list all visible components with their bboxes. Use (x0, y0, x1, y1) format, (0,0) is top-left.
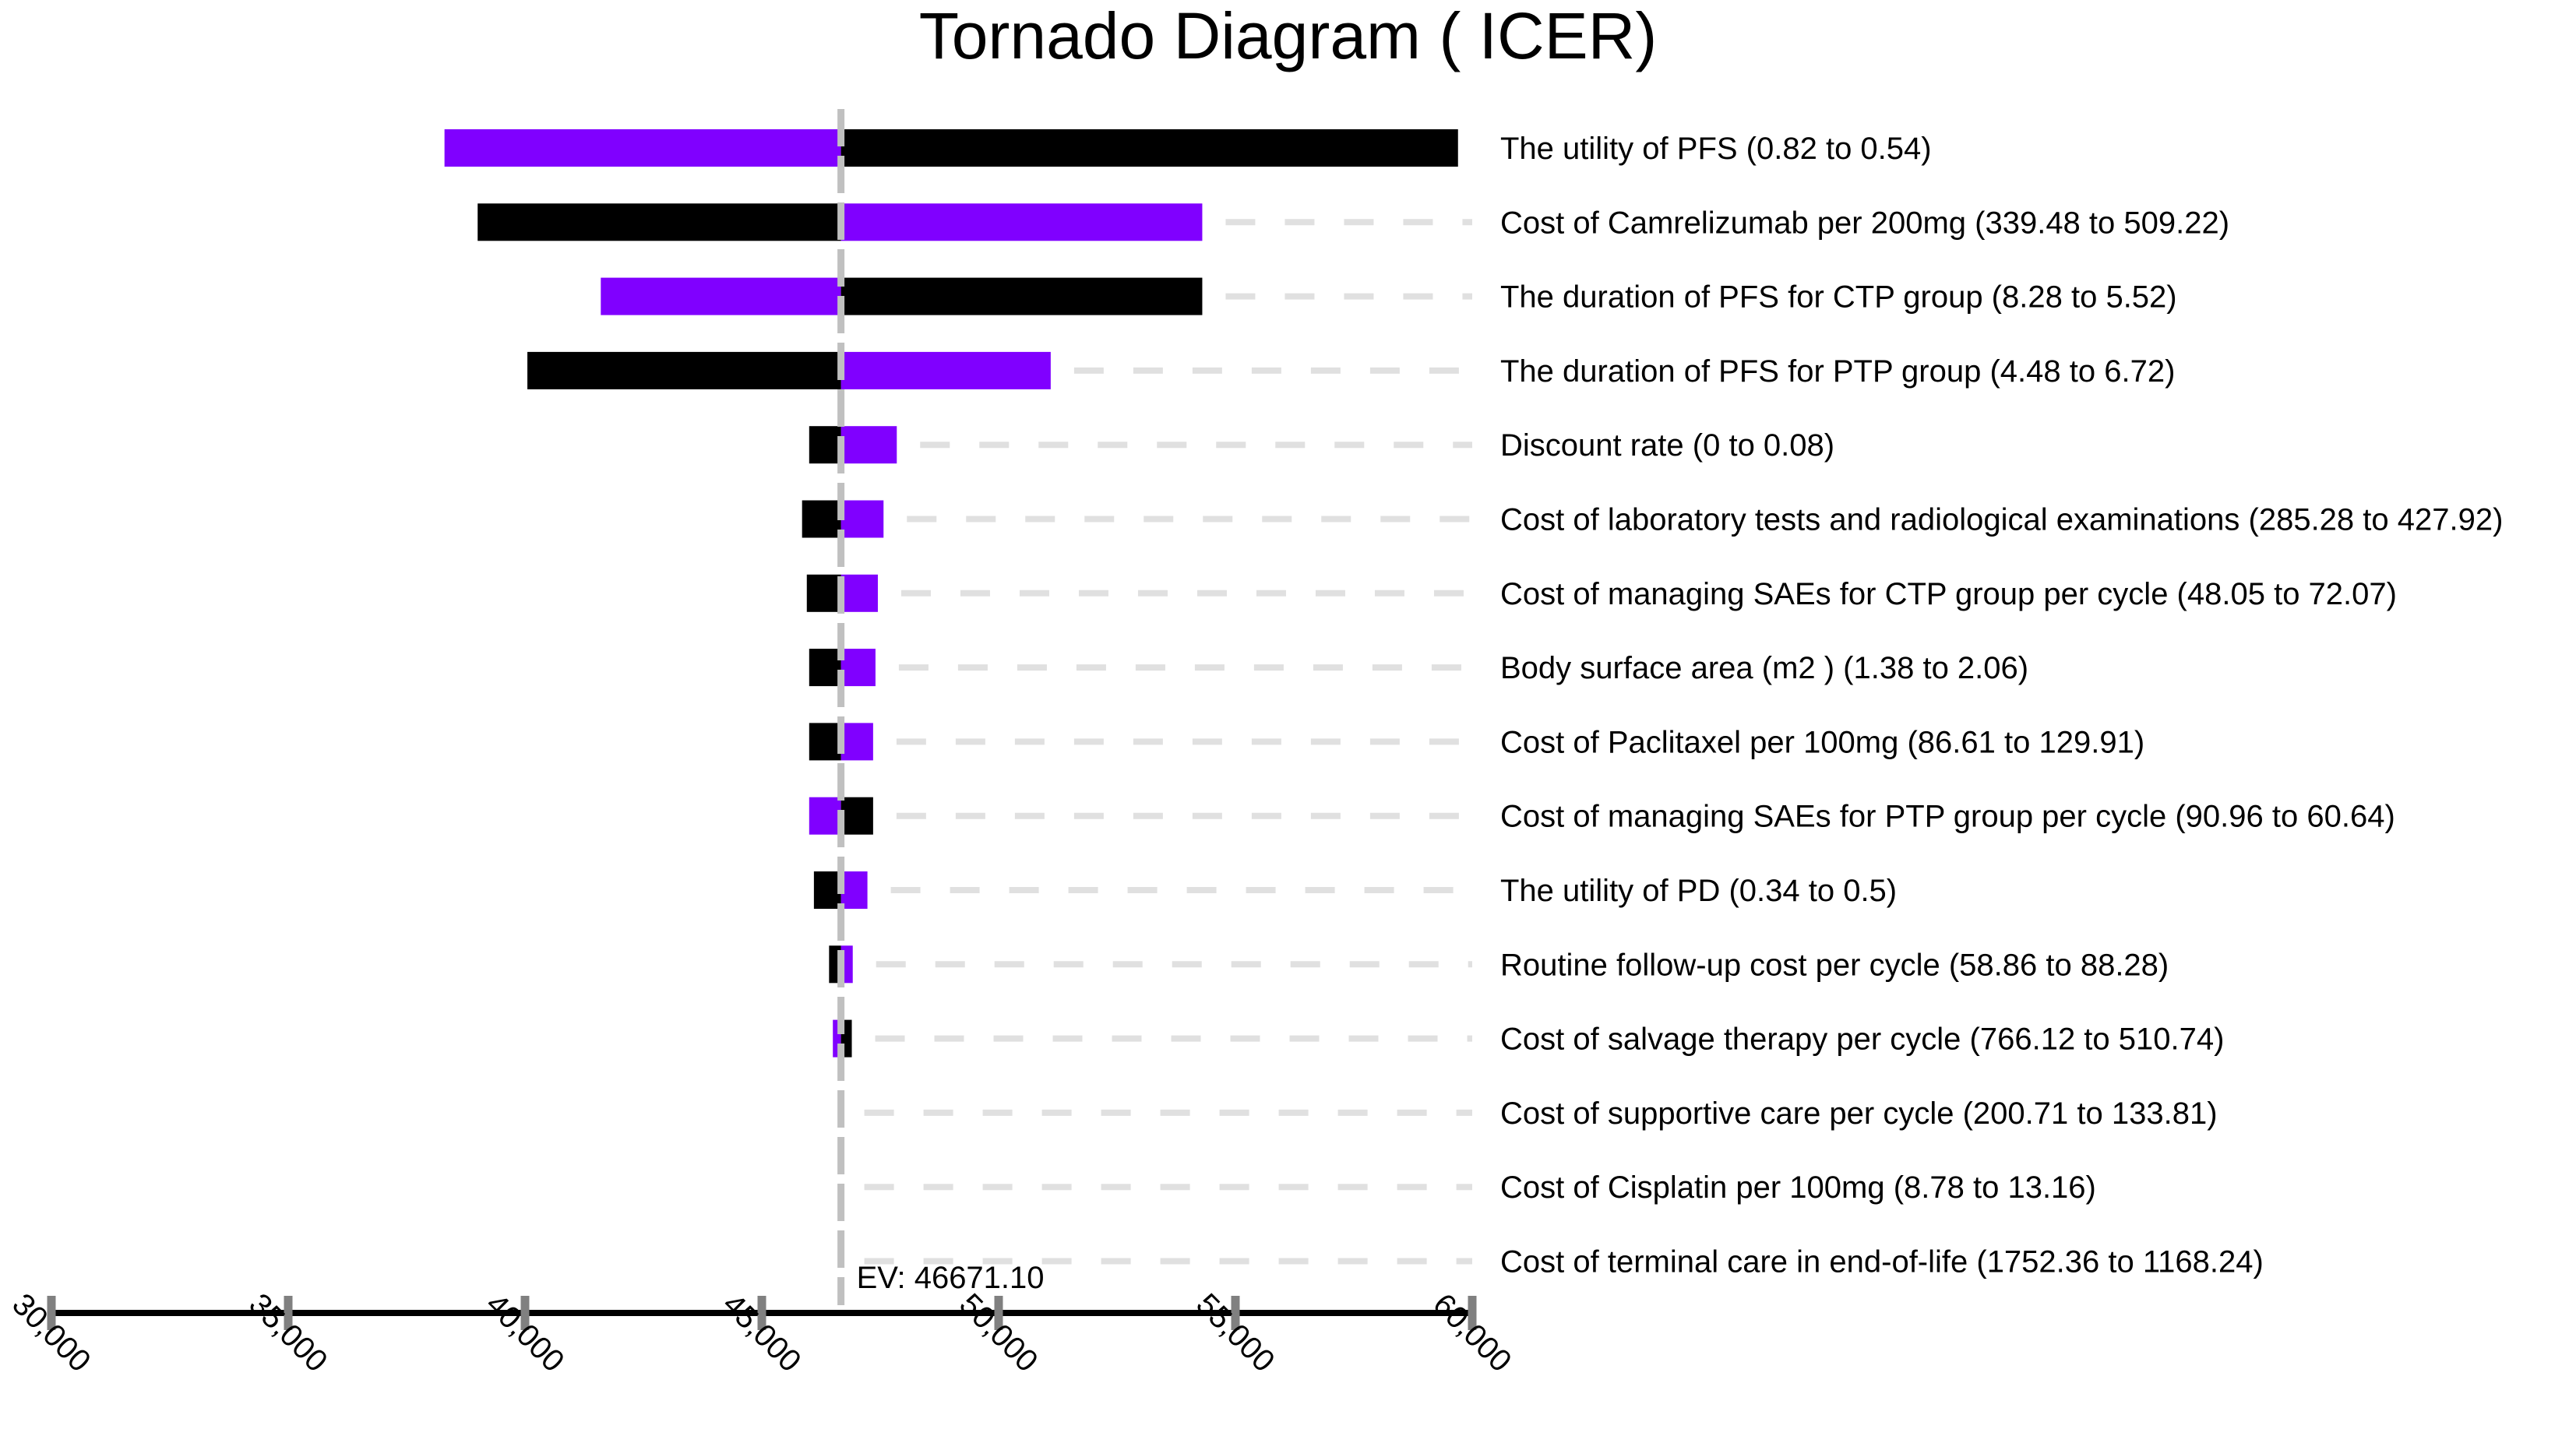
chart-title: Tornado Diagram ( ICER) (918, 0, 1658, 72)
row-label: Cost of managing SAEs for CTP group per … (1500, 577, 2397, 611)
bar-high-input (840, 797, 873, 835)
bar-high-input (809, 426, 841, 464)
row-label: Routine follow-up cost per cycle (58.86 … (1500, 948, 2169, 982)
row-label: Cost of Camrelizumab per 200mg (339.48 t… (1500, 206, 2229, 240)
row-label: Cost of salvage therapy per cycle (766.1… (1500, 1022, 2224, 1057)
bar-low-input (840, 500, 884, 538)
row-label: Cost of laboratory tests and radiologica… (1500, 503, 2503, 537)
bar-low-input (840, 574, 878, 612)
row-label: Cost of Paclitaxel per 100mg (86.61 to 1… (1500, 725, 2144, 759)
row-label: The utility of PFS (0.82 to 0.54) (1500, 132, 1932, 166)
row-label: The duration of PFS for PTP group (4.48 … (1500, 354, 2175, 389)
row-label: Cost of supportive care per cycle (200.7… (1500, 1096, 2218, 1131)
row-label: Cost of terminal care in end-of-life (17… (1500, 1245, 2264, 1279)
bar-low-input (833, 1019, 841, 1058)
bar-high-input (840, 277, 1203, 315)
row-label: Body surface area (m2 ) (1.38 to 2.06) (1500, 651, 2028, 685)
bar-low-input (840, 723, 873, 761)
bar-low-input (601, 277, 841, 315)
ev-label: EV: 46671.10 (857, 1261, 1045, 1295)
bar-high-input (477, 203, 841, 241)
row-label: Cost of managing SAEs for PTP group per … (1500, 800, 2395, 834)
row-label: Cost of Cisplatin per 100mg (8.78 to 13.… (1500, 1170, 2096, 1205)
bar-high-input (802, 500, 841, 538)
row-label: The duration of PFS for CTP group (8.28 … (1500, 280, 2177, 315)
row-label: The utility of PD (0.34 to 0.5) (1500, 874, 1897, 908)
bar-low-input (840, 871, 868, 909)
bar-high-input (813, 871, 841, 909)
bar-low-input (840, 203, 1203, 241)
bar-high-input (840, 129, 1458, 167)
bar-high-input (806, 574, 841, 612)
bar-low-input (840, 351, 1051, 389)
bar-low-input (840, 649, 876, 687)
row-label: Discount rate (0 to 0.08) (1500, 428, 1834, 463)
bar-high-input (809, 723, 841, 761)
bar-high-input (809, 649, 841, 687)
bar-high-input (527, 351, 841, 389)
bar-low-input (444, 129, 841, 167)
bar-low-input (809, 797, 841, 835)
bar-low-input (840, 426, 897, 464)
